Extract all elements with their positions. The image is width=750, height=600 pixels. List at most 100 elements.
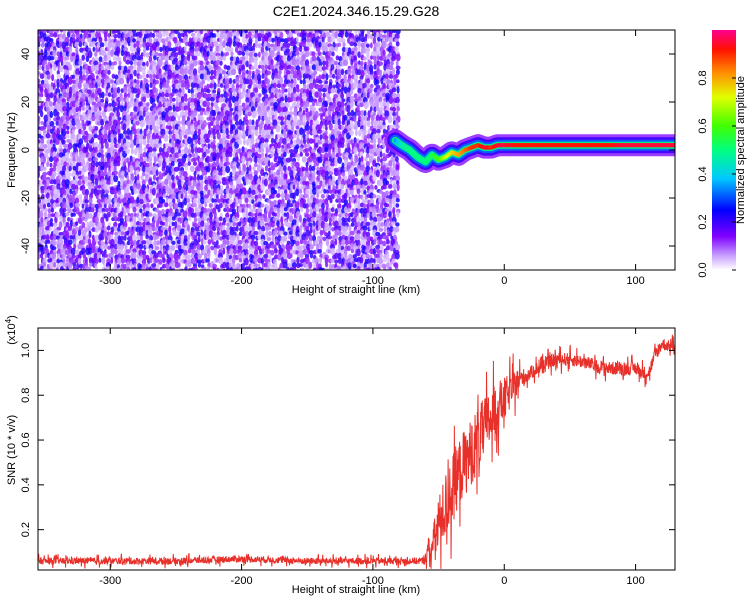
noise-cell xyxy=(258,64,261,69)
noise-cell xyxy=(157,175,164,180)
noise-cell xyxy=(353,82,357,90)
noise-cell xyxy=(360,110,365,117)
noise-cell xyxy=(245,129,249,137)
noise-cell xyxy=(110,49,114,57)
noise-cell xyxy=(337,156,343,164)
noise-cell xyxy=(292,179,297,186)
noise-cell xyxy=(184,109,188,118)
noise-cell xyxy=(60,78,63,84)
noise-cell xyxy=(129,45,135,53)
noise-cell xyxy=(39,105,43,112)
noise-cell xyxy=(359,207,365,215)
noise-cell xyxy=(113,165,117,173)
noise-cell xyxy=(208,155,214,163)
noise-cell xyxy=(88,33,92,39)
noise-cell xyxy=(55,88,61,96)
noise-cell xyxy=(206,83,210,91)
noise-cell xyxy=(218,97,224,103)
noise-cell xyxy=(218,256,223,265)
noise-cell xyxy=(129,133,133,141)
noise-cell xyxy=(49,226,53,232)
noise-cell xyxy=(144,30,150,34)
noise-cell xyxy=(49,92,54,99)
noise-cell xyxy=(180,96,185,103)
noise-cell xyxy=(68,142,73,150)
noise-cell xyxy=(74,151,79,159)
noise-cell xyxy=(90,188,95,195)
noise-cell xyxy=(283,106,288,113)
noise-cell xyxy=(362,128,367,136)
noise-cell xyxy=(231,226,237,232)
noise-cell xyxy=(299,92,303,100)
noise-cell xyxy=(343,78,348,83)
noise-cell xyxy=(153,156,157,164)
noise-cell xyxy=(100,98,105,103)
noise-cell xyxy=(231,263,236,269)
noise-cell xyxy=(343,86,348,94)
noise-cell xyxy=(308,95,314,103)
noise-cell xyxy=(171,221,176,227)
noise-cell xyxy=(312,235,317,242)
noise-cell xyxy=(340,38,346,44)
noise-cell xyxy=(290,82,294,89)
noise-cell xyxy=(164,250,169,255)
noise-cell xyxy=(177,32,182,39)
noise-cell xyxy=(59,142,63,151)
noise-cell xyxy=(100,244,105,250)
noise-cell xyxy=(287,123,292,130)
noise-cell xyxy=(262,194,266,200)
noise-cell xyxy=(156,46,161,52)
noise-cell xyxy=(111,73,116,79)
noise-cell xyxy=(49,179,55,185)
noise-cell xyxy=(305,203,309,209)
noise-cell xyxy=(325,126,328,131)
noise-cell xyxy=(156,240,160,246)
noise-cell xyxy=(122,105,127,112)
noise-cell xyxy=(366,116,371,122)
noise-cell xyxy=(344,247,348,256)
noise-cell xyxy=(304,256,310,265)
noise-cell xyxy=(245,60,249,68)
noise-cell xyxy=(96,77,102,86)
noise-cell xyxy=(203,41,208,47)
noise-cell xyxy=(235,37,241,43)
noise-cell xyxy=(243,138,246,146)
noise-cell xyxy=(311,101,316,107)
noise-cell xyxy=(299,139,304,146)
noise-cell xyxy=(290,116,294,121)
noise-cell xyxy=(100,235,105,241)
noise-cell xyxy=(286,143,292,149)
noise-cell xyxy=(304,213,310,219)
noise-cell xyxy=(221,234,226,240)
noise-cell xyxy=(49,151,54,157)
noise-cell xyxy=(226,228,230,237)
noise-cell xyxy=(257,83,263,90)
noise-cell xyxy=(54,138,60,145)
noise-cell xyxy=(56,115,61,121)
noise-cell xyxy=(80,239,86,246)
noise-cell xyxy=(170,51,176,58)
noise-cell xyxy=(267,188,272,196)
noise-cell xyxy=(186,198,191,203)
noise-cell xyxy=(178,152,183,158)
noise-cell xyxy=(320,267,326,270)
noise-cell xyxy=(194,46,199,53)
noise-cell xyxy=(283,120,287,126)
noise-cell xyxy=(212,235,217,241)
noise-cell xyxy=(293,171,296,177)
noise-cell xyxy=(363,47,367,54)
noise-cell xyxy=(215,59,221,66)
noise-cell xyxy=(319,256,322,264)
noise-cell xyxy=(193,87,198,93)
noise-cell xyxy=(212,89,217,94)
noise-cell xyxy=(285,30,290,35)
noise-cell xyxy=(337,207,342,213)
noise-cell xyxy=(216,244,221,249)
noise-cell xyxy=(194,30,198,34)
noise-cell xyxy=(181,83,186,88)
noise-cell xyxy=(93,133,98,139)
noise-cell xyxy=(350,88,354,95)
noise-cell xyxy=(148,157,153,162)
noise-cell xyxy=(109,243,114,250)
noise-cell xyxy=(62,258,66,264)
